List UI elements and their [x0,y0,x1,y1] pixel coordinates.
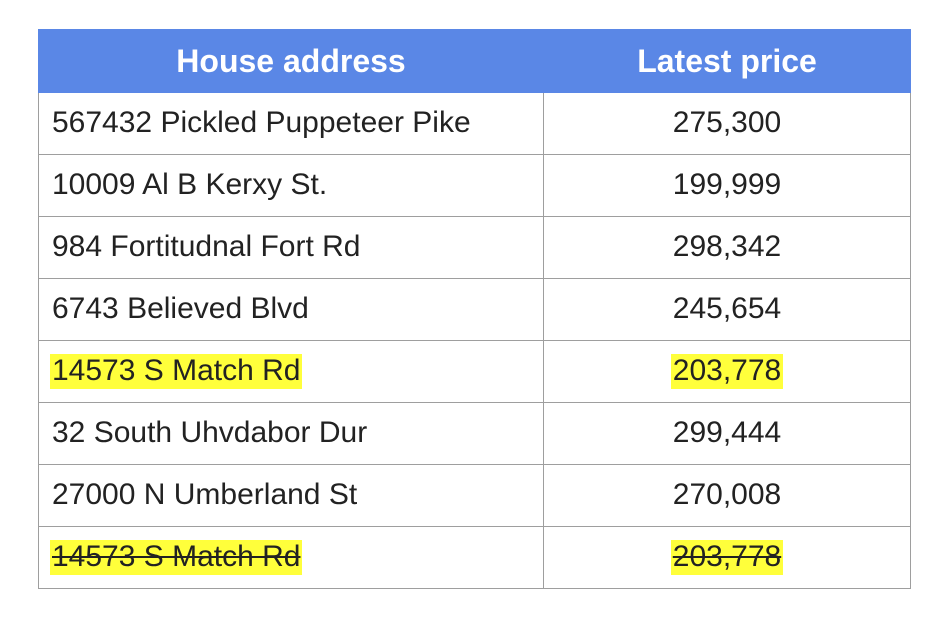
address-cell: 14573 S Match Rd [38,340,544,403]
header-house-address: House address [38,29,544,93]
price-cell: 203,778 [543,526,911,589]
price-text: 270,008 [672,478,782,512]
table-row-highlighted: 14573 S Match Rd 203,778 [38,340,911,403]
price-cell: 199,999 [543,154,911,217]
address-cell: 14573 S Match Rd [38,526,544,589]
price-text-struck: 203,778 [670,540,784,575]
price-text: 298,342 [672,230,782,264]
header-row: House address Latest price [38,29,911,93]
header-latest-price: Latest price [543,29,911,93]
address-text: 984 Fortitudnal Fort Rd [52,230,361,264]
price-text: 299,444 [672,416,782,450]
address-cell: 984 Fortitudnal Fort Rd [38,216,544,279]
price-cell: 203,778 [543,340,911,403]
address-text: 6743 Believed Blvd [52,292,309,326]
price-text: 245,654 [672,292,782,326]
table-row-struck: 14573 S Match Rd 203,778 [38,526,911,589]
price-text: 275,300 [672,106,782,140]
address-text-struck: 14573 S Match Rd [50,540,303,575]
table-row: 27000 N Umberland St 270,008 [38,464,911,527]
price-text: 199,999 [672,168,782,202]
address-text: 32 South Uhvdabor Dur [52,416,368,450]
address-cell: 10009 Al B Kerxy St. [38,154,544,217]
table-row: 10009 Al B Kerxy St. 199,999 [38,154,911,217]
address-cell: 6743 Believed Blvd [38,278,544,341]
table-body: 567432 Pickled Puppeteer Pike 275,300 10… [38,92,911,589]
address-cell: 32 South Uhvdabor Dur [38,402,544,465]
price-cell: 245,654 [543,278,911,341]
price-text-highlighted: 203,778 [670,354,784,389]
table-header: House address Latest price [38,29,911,93]
address-text-highlighted: 14573 S Match Rd [50,354,303,389]
address-text: 27000 N Umberland St [52,478,358,512]
price-cell: 270,008 [543,464,911,527]
table-row: 32 South Uhvdabor Dur 299,444 [38,402,911,465]
address-text: 567432 Pickled Puppeteer Pike [52,106,471,140]
table-row: 567432 Pickled Puppeteer Pike 275,300 [38,92,911,155]
table-row: 984 Fortitudnal Fort Rd 298,342 [38,216,911,279]
price-cell: 299,444 [543,402,911,465]
price-cell: 275,300 [543,92,911,155]
house-price-table: House address Latest price 567432 Pickle… [38,29,911,589]
price-cell: 298,342 [543,216,911,279]
table-row: 6743 Believed Blvd 245,654 [38,278,911,341]
address-cell: 27000 N Umberland St [38,464,544,527]
address-text: 10009 Al B Kerxy St. [52,168,328,202]
address-cell: 567432 Pickled Puppeteer Pike [38,92,544,155]
